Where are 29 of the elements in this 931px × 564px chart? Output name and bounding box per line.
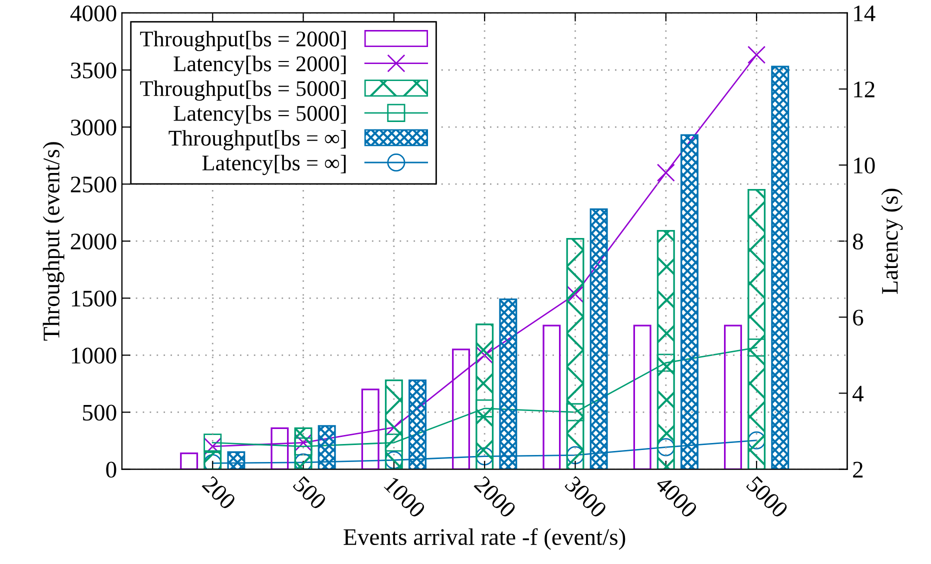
y-tick-label: 3500 [71, 62, 116, 78]
y-tick-label: 500 [83, 404, 116, 421]
legend-label: Throughput[bs = ∞] [168, 130, 346, 150]
legend-label: Latency[bs = ∞] [202, 154, 346, 176]
y2-tick-label: 14 [854, 6, 876, 22]
y-tick-label: 1000 [72, 348, 116, 364]
legend-label: Throughput[bs = 5000] [140, 80, 346, 101]
y2-tick-label: 6 [853, 310, 864, 326]
legend-label: Throughput[bs = 2000] [140, 30, 346, 52]
y-tick-label: 3000 [71, 120, 116, 136]
y2-tick-label: 12 [854, 82, 874, 98]
y2-tick-label: 2 [853, 462, 863, 478]
x-axis-title: Events arrival rate -f (event/s) [344, 528, 626, 550]
x-tick-label: 200 [202, 475, 237, 510]
x-tick-label: 4000 [654, 474, 698, 519]
y-tick-label: 2000 [70, 234, 116, 250]
x-tick-label: 500 [292, 476, 328, 510]
y-tick-label: 4000 [70, 5, 116, 22]
x-tick-label: 1000 [384, 476, 426, 519]
y2-tick-label: 4 [852, 386, 864, 402]
legend-label: Latency[bs = 2000] [174, 56, 346, 76]
y2-tick-label: 10 [854, 158, 875, 174]
y2-axis-title: Latency (s) [881, 188, 903, 294]
y-tick-label: 1500 [72, 290, 116, 307]
y2-tick-label: 8 [852, 234, 863, 250]
legend-label: Latency[bs = 5000] [174, 105, 346, 126]
y-tick-label: 2500 [70, 176, 116, 192]
y-tick-label: 0 [106, 462, 116, 478]
y-axis-title: Throughput (event/s) [42, 142, 64, 341]
